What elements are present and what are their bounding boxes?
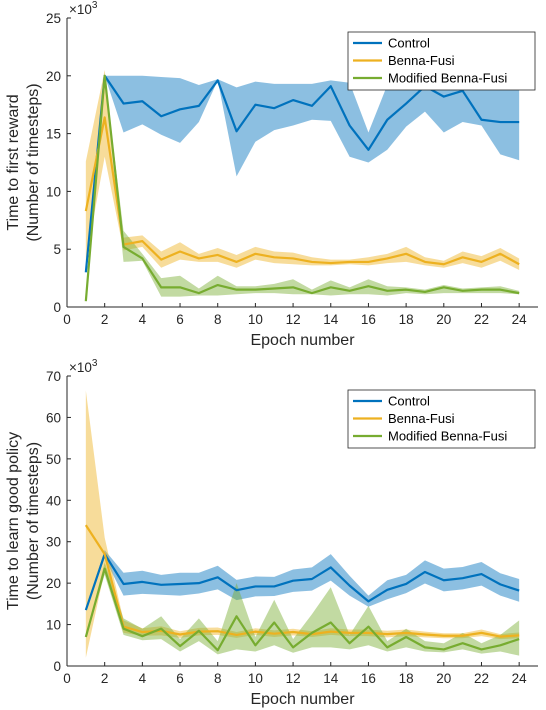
x-tick-label: 20 [436,312,451,327]
x-tick-label: 6 [176,312,184,327]
y-tick-label: 10 [46,618,61,633]
legend-entry-label: Control [388,394,430,409]
x-tick-label: 14 [323,312,339,327]
exponent-base: ×10 [69,360,92,375]
confidence-band-control [85,75,520,273]
y-tick-label: 0 [53,659,61,674]
x-tick-label: 16 [361,312,376,327]
y-tick-label: 70 [46,369,61,384]
legend-entry-label: Benna-Fusi [388,411,455,426]
x-tick-label: 8 [214,671,222,686]
x-tick-label: 18 [399,671,414,686]
y-tick-label: 40 [46,493,61,508]
legend: Control Benna-Fusi Modified Benna-Fusi [347,31,536,91]
y-tick-label: 50 [46,452,61,467]
y-tick-label: 5 [53,242,61,257]
series-line-benna-fusi [84,116,520,266]
y-axis-label-line2: (Number of timesteps) [25,83,42,241]
y-tick-label: 20 [46,576,61,591]
x-tick-label: 22 [474,312,489,327]
legend-entry-label: Control [388,36,430,51]
exponent-base: ×10 [69,2,92,17]
x-tick-label: 2 [101,312,109,327]
x-tick-label: 22 [474,671,489,686]
x-tick-label: 24 [512,671,528,686]
exponent-power: 3 [92,358,98,369]
x-tick-label: 12 [286,671,301,686]
series-line-control [84,74,520,273]
axis-exponent-label: ×103 [69,358,98,375]
x-tick-label: 10 [248,312,263,327]
x-axis-label: Epoch number [250,332,355,349]
x-tick-label: 12 [286,312,301,327]
y-axis-label-line1: Time to learn good policy [5,432,22,610]
x-tick-label: 0 [63,671,71,686]
y-tick-label: 0 [53,300,61,315]
legend-entry-label: Modified Benna-Fusi [388,71,507,86]
series-line-modified-benna-fusi [84,567,520,652]
x-tick-label: 20 [436,671,451,686]
legend-entry-label: Benna-Fusi [388,53,455,68]
x-tick-label: 2 [101,671,109,686]
legend: Control Benna-Fusi Modified Benna-Fusi [347,389,536,449]
axis-exponent-label: ×103 [69,0,98,17]
x-tick-label: 16 [361,671,376,686]
y-tick-label: 20 [46,69,61,84]
y-tick-label: 25 [46,11,61,26]
y-tick-label: 15 [46,127,61,142]
chart-bottom-panel: 0 2 4 6 8 10 12 14 16 18 20 22 24010203040506070×103… [5,358,538,708]
y-axis-label-line1: Time to first reward [5,94,22,230]
exponent-power: 3 [92,0,98,11]
x-tick-label: 0 [63,312,71,327]
y-tick-label: 10 [46,184,61,199]
series-line-modified-benna-fusi [84,74,520,302]
x-tick-label: 4 [139,312,147,327]
y-tick-label: 30 [46,535,61,550]
x-axis-label: Epoch number [250,691,355,708]
x-tick-label: 14 [323,671,339,686]
legend-entry-label: Modified Benna-Fusi [388,429,507,444]
x-tick-label: 6 [176,671,184,686]
series-line-control [84,553,520,611]
x-tick-label: 8 [214,312,222,327]
y-axis-label-line2: (Number of timesteps) [25,442,42,600]
x-tick-label: 24 [512,312,528,327]
x-tick-label: 10 [248,671,263,686]
chart-top-panel: 0 2 4 6 8 10 12 14 16 18 20 22 240510152025×103Epoch… [5,0,538,349]
x-tick-label: 18 [399,312,414,327]
x-tick-label: 4 [139,671,147,686]
y-tick-label: 60 [46,410,61,425]
